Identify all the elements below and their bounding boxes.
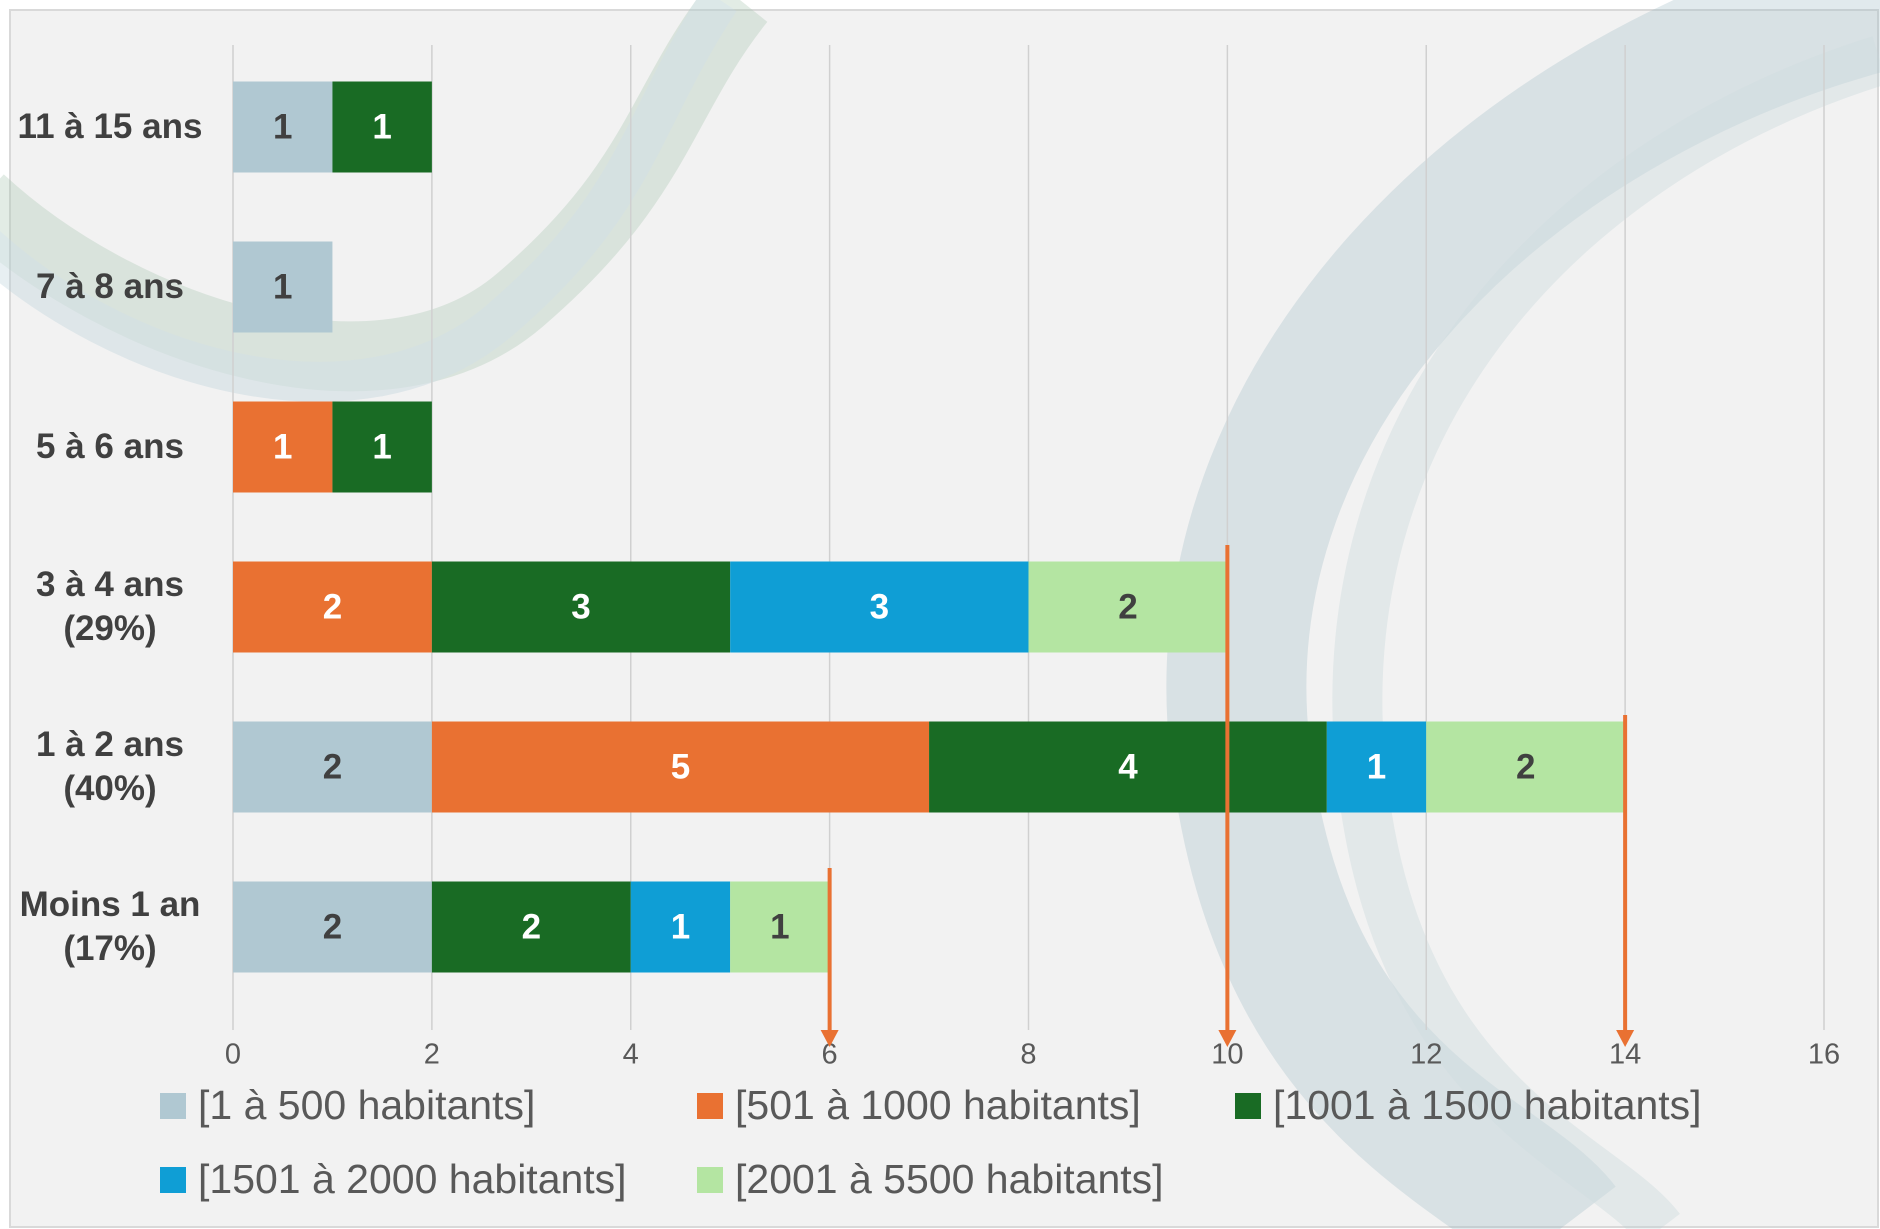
bar-segment (1028, 561, 1228, 653)
bar-segment (1426, 721, 1626, 813)
bar-segment (233, 561, 432, 653)
y-tick-label: 5 à 6 ans (36, 427, 184, 467)
category-label-box: 5 à 6 ans (36, 427, 184, 467)
legend-swatch (697, 1093, 723, 1119)
legend-label: [501 à 1000 habitants] (735, 1082, 1141, 1128)
data-label: 1 (273, 427, 292, 466)
legend-swatch (697, 1167, 723, 1193)
y-tick-label: Moins 1 an (17%) (19, 885, 201, 968)
data-label: 1 (671, 907, 690, 946)
x-tick-label: 16 (1808, 1039, 1840, 1071)
legend-label: [2001 à 5500 habitants] (735, 1156, 1164, 1202)
bar-segment (431, 561, 731, 653)
data-label: 1 (273, 107, 292, 146)
legend-swatch (1235, 1093, 1261, 1119)
x-tick-label: 0 (225, 1039, 241, 1071)
y-tick-label: 7 à 8 ans (36, 267, 184, 307)
total-marker-arrow (820, 1030, 839, 1047)
total-marker-arrow (1218, 1030, 1237, 1047)
bar-segment (929, 721, 1327, 813)
bar-segment (730, 561, 1029, 653)
bar-segment (1326, 721, 1427, 813)
total-marker-arrow (1616, 1030, 1635, 1047)
bar-segment (332, 401, 432, 493)
data-label: 4 (1118, 747, 1138, 786)
data-label: 2 (522, 907, 541, 946)
y-tick-label: 1 à 2 ans (40%) (36, 725, 184, 808)
bar-segment (233, 721, 432, 813)
bar-segment (233, 401, 333, 493)
bar-segment (233, 81, 333, 173)
bar-segment (233, 241, 333, 333)
legend-label: [1 à 500 habitants] (198, 1082, 535, 1128)
y-tick-label: 3 à 4 ans (29%) (36, 565, 184, 648)
x-tick-label: 8 (1020, 1039, 1036, 1071)
category-label-box: 11 à 15 ans (17, 107, 203, 147)
legend-label: [1001 à 1500 habitants] (1273, 1082, 1702, 1128)
data-label: 1 (372, 107, 391, 146)
bar-segment (730, 881, 830, 973)
data-label: 2 (323, 587, 342, 626)
data-label: 2 (323, 747, 342, 786)
bar-segment (332, 81, 432, 173)
data-label: 1 (273, 267, 292, 306)
legend-swatch (160, 1167, 186, 1193)
category-label-box: Moins 1 an (17%) (19, 885, 201, 968)
data-label: 2 (1516, 747, 1535, 786)
bar-segment (630, 881, 731, 973)
data-label: 5 (671, 747, 690, 786)
data-label: 1 (770, 907, 789, 946)
data-label: 2 (1118, 587, 1137, 626)
data-label: 1 (372, 427, 391, 466)
category-label-box: 3 à 4 ans (29%) (36, 565, 184, 648)
category-label-box: 7 à 8 ans (36, 267, 184, 307)
y-tick-label: 11 à 15 ans (17, 107, 203, 147)
x-tick-label: 6 (822, 1039, 838, 1071)
data-label: 1 (1367, 747, 1386, 786)
bar-segment (431, 881, 631, 973)
legend-label: [1501 à 2000 habitants] (198, 1156, 627, 1202)
x-tick-label: 4 (623, 1039, 639, 1071)
data-label: 3 (571, 587, 590, 626)
category-label-box: 1 à 2 ans (40%) (36, 725, 184, 808)
legend-swatch (160, 1093, 186, 1119)
bar-segment (233, 881, 432, 973)
x-tick-label: 2 (424, 1039, 440, 1071)
data-label: 3 (870, 587, 889, 626)
data-label: 2 (323, 907, 342, 946)
x-tick-label: 12 (1410, 1039, 1442, 1071)
bar-segment (431, 721, 930, 813)
